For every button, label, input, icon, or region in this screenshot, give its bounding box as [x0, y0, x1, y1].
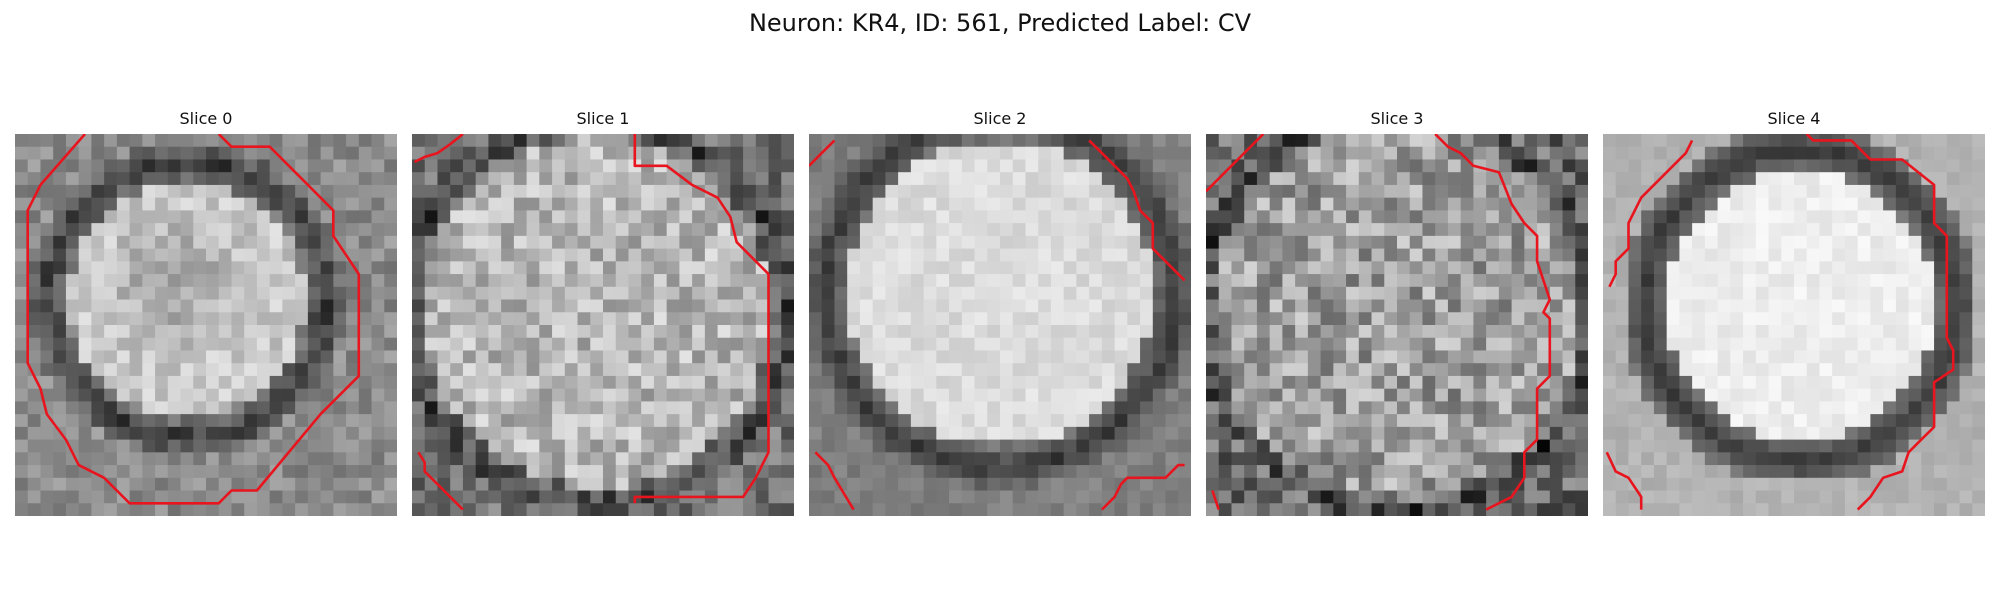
slice-title: Slice 3 — [1370, 109, 1424, 128]
contour-line — [809, 139, 836, 167]
slice-title: Slice 0 — [179, 109, 233, 128]
slice-image — [1603, 134, 1985, 516]
slice-image — [1206, 134, 1588, 516]
slice-panel-0: Slice 0 — [15, 108, 397, 516]
contour-line — [1608, 139, 1694, 288]
slice-panel-1: Slice 1 — [412, 108, 794, 516]
slice-image — [809, 134, 1191, 516]
slice-image — [412, 134, 794, 516]
contour-line — [417, 451, 464, 511]
slice-panel-2: Slice 2 — [809, 108, 1191, 516]
figure-title: Neuron: KR4, ID: 561, Predicted Label: C… — [748, 9, 1252, 37]
slice-title: Slice 4 — [1767, 109, 1821, 128]
slice-image — [15, 134, 397, 516]
contour-line — [26, 134, 361, 505]
contour-line — [1605, 451, 1643, 510]
slice-panel-3: Slice 3 — [1206, 108, 1588, 516]
contour-line — [1088, 139, 1186, 282]
contour-line — [814, 451, 855, 511]
contour-line — [1805, 134, 1955, 511]
contour-line — [1100, 463, 1185, 511]
contour-line — [413, 134, 464, 164]
contour-line — [1434, 134, 1552, 511]
slice-panel-4: Slice 4 — [1603, 108, 1985, 516]
contour-line — [1211, 490, 1220, 511]
contour-line — [633, 134, 770, 504]
contour-line — [1206, 134, 1265, 193]
slice-title: Slice 1 — [576, 109, 630, 128]
slice-title: Slice 2 — [973, 109, 1027, 128]
